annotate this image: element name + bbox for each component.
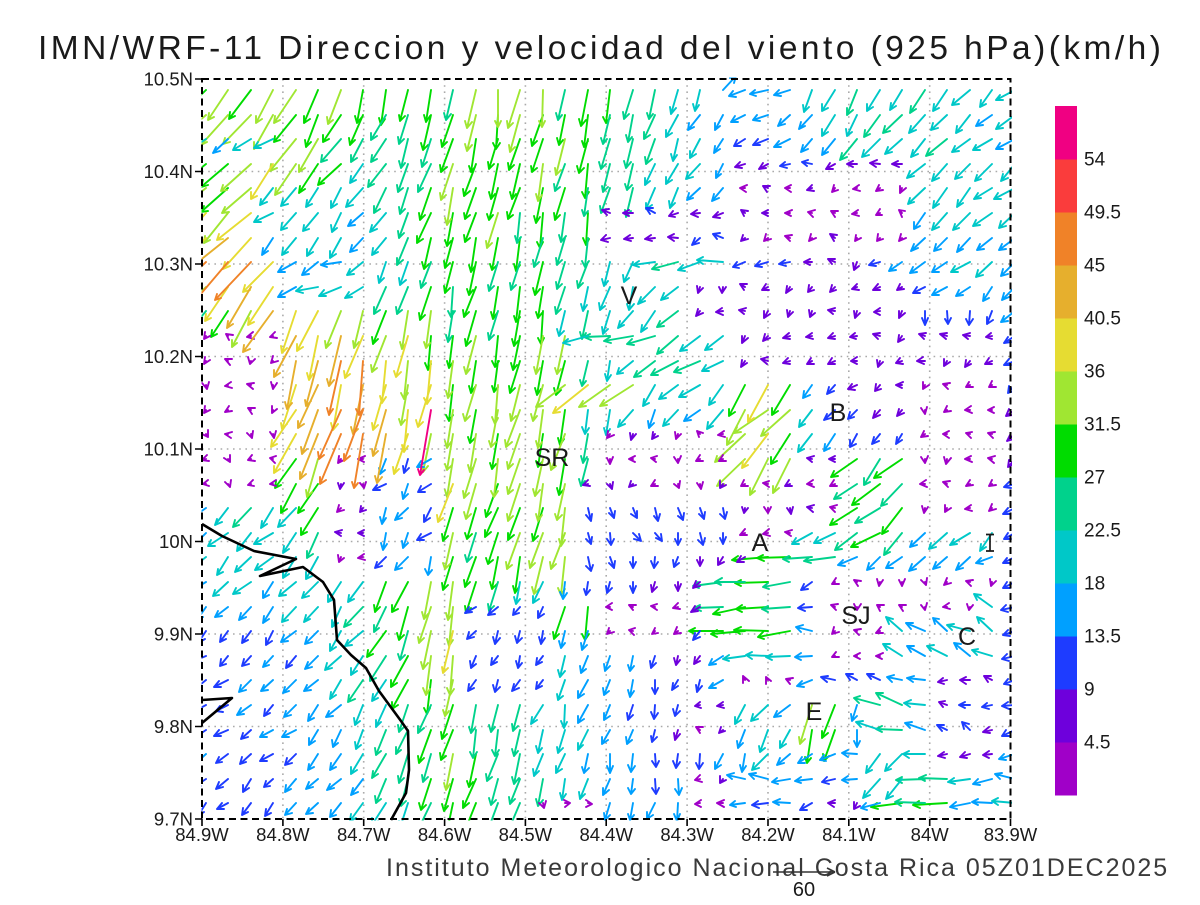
- svg-text:40.5: 40.5: [1084, 309, 1121, 330]
- svg-text:10.1N: 10.1N: [144, 439, 193, 460]
- svg-text:54: 54: [1084, 150, 1106, 171]
- svg-text:84.4W: 84.4W: [579, 824, 633, 845]
- svg-text:27: 27: [1084, 468, 1105, 489]
- svg-text:10.5N: 10.5N: [144, 69, 193, 90]
- svg-text:84.2W: 84.2W: [741, 824, 795, 845]
- svg-text:84.3W: 84.3W: [660, 824, 714, 845]
- svg-text:C: C: [958, 623, 976, 651]
- svg-text:A: A: [752, 529, 769, 557]
- svg-text:84.9W: 84.9W: [175, 824, 229, 845]
- svg-text:45: 45: [1084, 256, 1105, 277]
- svg-text:31.5: 31.5: [1084, 415, 1121, 436]
- svg-text:84.8W: 84.8W: [256, 824, 310, 845]
- svg-text:84.6W: 84.6W: [418, 824, 472, 845]
- svg-text:9: 9: [1084, 680, 1095, 701]
- svg-text:SJ: SJ: [841, 602, 870, 630]
- svg-text:22.5: 22.5: [1084, 521, 1121, 542]
- svg-text:9.7N: 9.7N: [154, 809, 193, 830]
- svg-text:10.4N: 10.4N: [144, 161, 193, 182]
- svg-text:84.1W: 84.1W: [822, 824, 876, 845]
- svg-text:E: E: [806, 698, 823, 726]
- svg-text:9.9N: 9.9N: [154, 624, 193, 645]
- svg-text:84.7W: 84.7W: [337, 824, 391, 845]
- svg-text:V: V: [621, 282, 638, 310]
- svg-text:13.5: 13.5: [1084, 627, 1121, 648]
- svg-text:10.2N: 10.2N: [144, 346, 193, 367]
- svg-text:IMN/WRF-11 Direccion y velocid: IMN/WRF-11 Direccion y velocidad del vie…: [38, 30, 1164, 67]
- svg-text:60: 60: [793, 879, 815, 900]
- svg-text:84.5W: 84.5W: [499, 824, 553, 845]
- svg-text:SR: SR: [535, 444, 570, 472]
- svg-text:4.5: 4.5: [1084, 733, 1110, 754]
- svg-text:10N: 10N: [159, 531, 193, 552]
- svg-text:9.8N: 9.8N: [154, 716, 193, 737]
- svg-text:18: 18: [1084, 574, 1105, 595]
- svg-text:B: B: [830, 399, 847, 427]
- svg-text:10.3N: 10.3N: [144, 254, 193, 275]
- svg-text:83.9W: 83.9W: [984, 824, 1038, 845]
- svg-text:36: 36: [1084, 362, 1105, 383]
- svg-text:84W: 84W: [911, 824, 950, 845]
- svg-text:Instituto Meteorologico Nacion: Instituto Meteorologico Nacional Costa R…: [386, 854, 1169, 882]
- svg-text:49.5: 49.5: [1084, 203, 1121, 224]
